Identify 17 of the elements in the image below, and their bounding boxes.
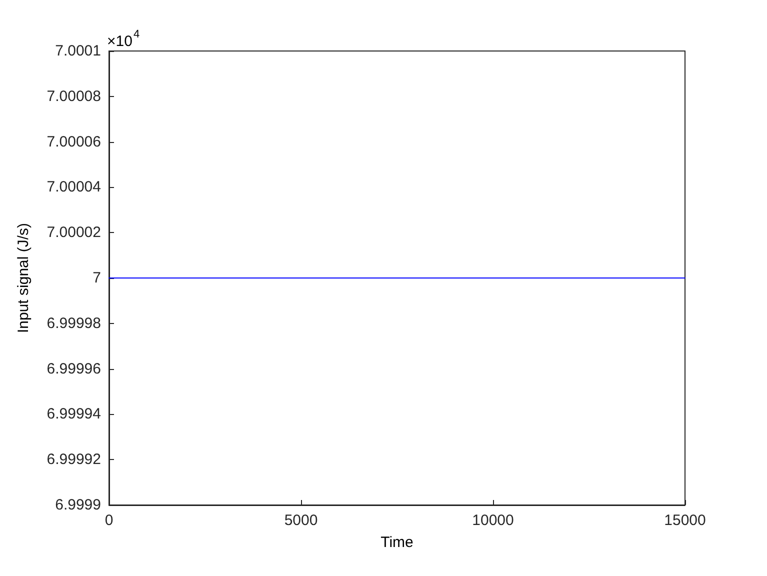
y-tick-label: 6.99996: [46, 360, 101, 378]
y-axis-title: Input signal (J/s): [15, 222, 32, 334]
y-tick-label: 6.99992: [46, 451, 101, 468]
y-tick-label: 7.0001: [55, 42, 101, 60]
x-tick-label: 5000: [284, 512, 318, 529]
x-tick-label: 15000: [664, 512, 706, 529]
y-tick-label: 6.99994: [46, 406, 101, 423]
y-tick-label: 7.00002: [46, 224, 101, 242]
x-axis-title: Time: [380, 534, 414, 551]
y-tick-label: 6.9999: [55, 496, 101, 514]
y-tick-label: 7.00004: [46, 178, 101, 196]
y-tick-label: 6.99998: [46, 314, 101, 332]
y-tick-label: 7.00008: [46, 88, 101, 105]
x-tick-label: 10000: [472, 512, 514, 529]
y-tick-label: 7.00006: [46, 133, 101, 150]
x-tick-label: 0: [104, 512, 114, 529]
y-tick-label: 7: [92, 270, 101, 286]
